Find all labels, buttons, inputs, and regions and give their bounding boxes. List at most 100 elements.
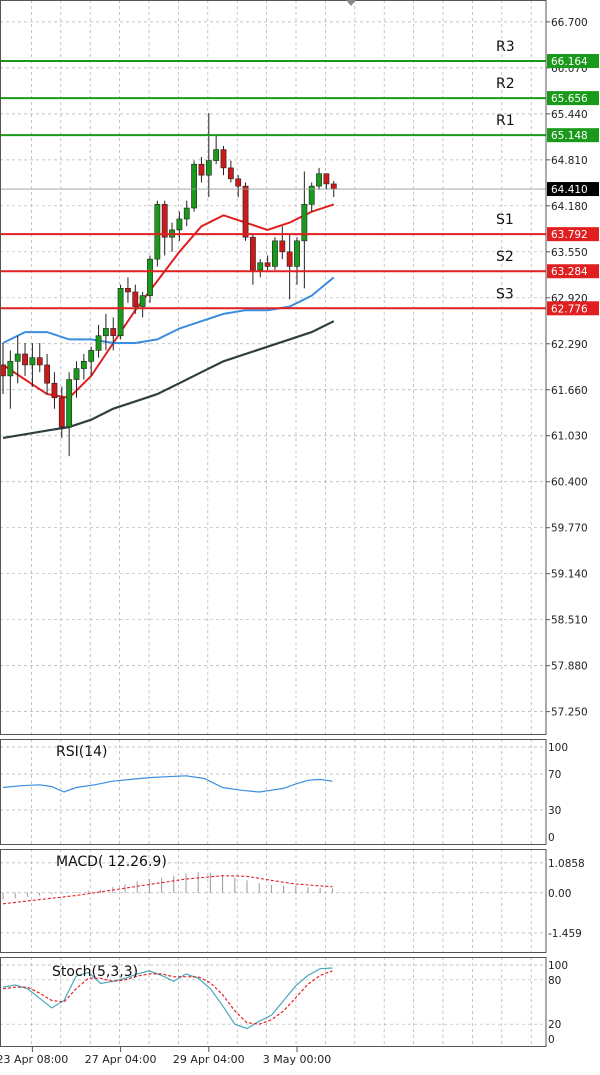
- time-tick-label: 3 May 00:00: [263, 1053, 331, 1066]
- pivot-price-label: 63.792: [551, 229, 588, 241]
- candle-body: [205, 160, 212, 176]
- candle-body: [257, 262, 264, 271]
- pivot-price-box: [547, 128, 599, 143]
- price-tick-label: 62.290: [551, 339, 588, 351]
- price-tick-label: 59.140: [551, 569, 588, 581]
- candle: [272, 237, 278, 271]
- stoch-frame: [0, 957, 547, 1047]
- candle: [316, 167, 322, 190]
- macd-frame: [0, 849, 547, 953]
- panel-frames: [0, 0, 547, 1047]
- rsi-line: [2, 775, 333, 793]
- rsi-tick-label: 100: [548, 742, 568, 754]
- pivot-price-box: [547, 91, 599, 106]
- candle-body: [286, 251, 293, 267]
- candle-body: [36, 357, 43, 366]
- price-frame: [0, 0, 547, 735]
- rsi-grid: [0, 739, 546, 845]
- price-tick-label: 61.030: [551, 431, 588, 443]
- candle-body: [147, 258, 153, 296]
- candle-body: [242, 185, 249, 238]
- macd-tick-label: 0.00: [548, 888, 571, 900]
- macd-axis-ticks: 1.0858 0.00 -1.459: [548, 858, 585, 940]
- candle-body: [51, 382, 58, 399]
- macd-panel: 1.0858 0.00 -1.459 MACD( 12.26.9): [0, 849, 585, 953]
- candle-body: [264, 262, 271, 267]
- pivot-level-s1: 63.792 S1: [0, 212, 599, 242]
- candle-body: [330, 183, 337, 190]
- pivot-name-label: S3: [496, 286, 514, 302]
- pivot-price-label: 65.656: [551, 93, 588, 105]
- rsi-title: RSI(14): [56, 744, 107, 760]
- rsi-axis-ticks: 100 70 30 0: [548, 742, 568, 844]
- candle: [294, 237, 300, 285]
- pivot-price-box: [547, 301, 599, 316]
- macd-tick-label: -1.459: [548, 928, 582, 940]
- candle: [147, 255, 153, 303]
- current-price-marker: 64.410: [0, 182, 599, 197]
- candle-body: [191, 163, 197, 209]
- price-tick-label: 66.700: [551, 17, 588, 29]
- macd-tick-label: 1.0858: [548, 858, 585, 870]
- price-tick-label: 57.880: [551, 661, 588, 673]
- current-price-box: [547, 182, 599, 197]
- candle: [14, 335, 21, 384]
- price-tick-label: 59.770: [551, 523, 588, 535]
- stoch-signal-line: [2, 970, 333, 1025]
- scroll-arrow-icon: [346, 0, 356, 6]
- candle: [125, 277, 131, 303]
- candle-body: [117, 288, 124, 337]
- price-tick-label: 61.660: [551, 385, 588, 397]
- candle-body: [154, 204, 161, 260]
- stoch-title: Stoch(5,3,3): [52, 964, 138, 980]
- stoch-grid: [0, 957, 546, 1047]
- candle-body: [323, 173, 330, 185]
- stoch-tick-label: 0: [548, 1034, 555, 1046]
- candle-body: [132, 291, 139, 307]
- candle-body: [44, 364, 50, 384]
- rsi-tick-label: 30: [548, 805, 561, 817]
- candle-body: [88, 350, 95, 362]
- candle-body: [7, 360, 14, 377]
- rsi-series: [2, 775, 333, 793]
- candle: [301, 171, 308, 289]
- pivot-price-box: [547, 54, 599, 69]
- price-tick-label: 60.400: [551, 477, 588, 489]
- pivot-levels: 66.164 R3 65.656 R2 65.148 R1 63.792 S1 63.284 S2…: [0, 39, 599, 316]
- candle-body: [227, 167, 234, 180]
- candle-body: [125, 288, 131, 293]
- candle: [44, 353, 50, 395]
- candle: [103, 313, 109, 351]
- candle: [161, 200, 168, 256]
- price-tick-label: 58.510: [551, 615, 588, 627]
- pivot-name-label: R2: [496, 76, 515, 92]
- pivot-price-box: [547, 227, 599, 242]
- candle-body: [0, 364, 6, 377]
- candle: [22, 343, 28, 376]
- candle: [36, 343, 43, 373]
- price-tick-label: 57.250: [551, 707, 588, 719]
- candle: [323, 173, 330, 190]
- moving-average-line: [2, 320, 335, 439]
- candle-body: [294, 240, 300, 267]
- price-tick-label: 63.550: [551, 247, 588, 259]
- candle-body: [22, 353, 28, 366]
- pivot-level-r1: 65.148 R1: [0, 113, 599, 143]
- pivot-level-r3: 66.164 R3: [0, 39, 599, 69]
- pivot-level-r2: 65.656 R2: [0, 76, 599, 106]
- candle-body: [161, 204, 168, 238]
- pivot-level-s2: 63.284 S2: [0, 249, 599, 279]
- candle: [51, 372, 58, 409]
- candle: [183, 200, 190, 227]
- time-tick-label: 23 Apr 08:00: [0, 1053, 68, 1066]
- candle: [264, 255, 271, 271]
- candle: [308, 182, 315, 212]
- stoch-series: [2, 967, 333, 1030]
- time-tick-label: 29 Apr 04:00: [173, 1053, 245, 1066]
- pivot-name-label: R3: [496, 39, 515, 55]
- candle-body: [220, 149, 227, 169]
- pivot-price-label: 65.148: [551, 130, 588, 142]
- candle-body: [308, 185, 315, 205]
- pivot-price-label: 63.284: [551, 266, 588, 278]
